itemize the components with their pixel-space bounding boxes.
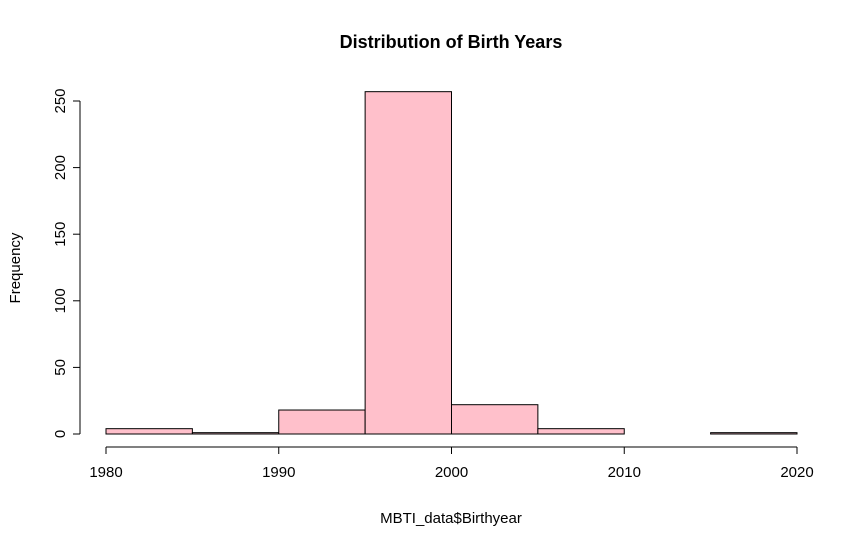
histogram-bar [710,432,798,435]
chart-title: Distribution of Birth Years [340,32,563,52]
histogram-bar [537,428,625,435]
y-tick-label: 100 [52,288,69,313]
x-tick-label: 1980 [89,464,122,481]
histogram-bar [451,404,539,435]
y-axis: 0 50 100 150 200 250 [52,88,81,438]
x-axis-label: MBTI_data$Birthyear [380,510,522,527]
y-tick-label: 150 [52,222,69,247]
y-axis-label: Frequency [7,232,24,303]
y-tick-label: 200 [52,155,69,180]
x-tick-label: 2000 [435,464,468,481]
y-tick-label: 250 [52,88,69,113]
x-tick-label: 2010 [608,464,641,481]
histogram-bar [105,428,193,435]
x-axis: 1980 1990 2000 2010 2020 [89,446,814,481]
histogram-bar [191,432,280,435]
histogram-bar [364,91,452,435]
x-tick-label: 2020 [780,464,813,481]
histogram-bar [278,409,366,435]
x-tick-label: 1990 [262,464,295,481]
y-tick-label: 50 [52,359,69,376]
bars-group [105,91,798,435]
y-tick-label: 0 [52,430,69,438]
